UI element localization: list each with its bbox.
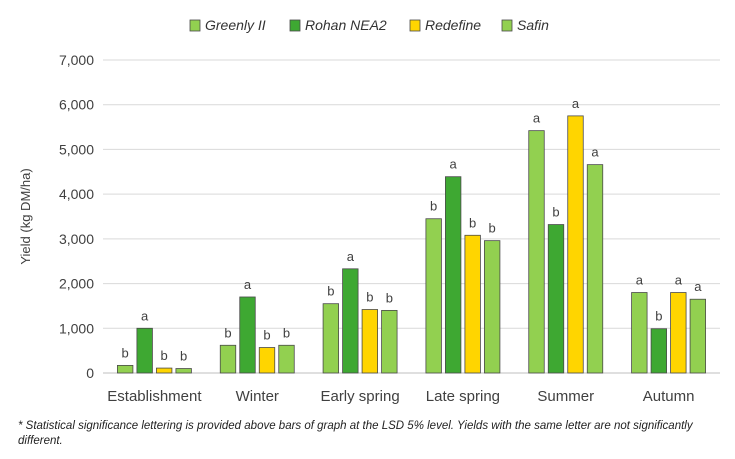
bar-greenly-ii xyxy=(631,292,648,374)
x-tick-label: Late spring xyxy=(426,388,500,405)
bar-safin xyxy=(586,164,604,374)
significance-letter: a xyxy=(244,277,252,292)
significance-letter: a xyxy=(141,308,149,323)
y-tick-label: 3,000 xyxy=(59,231,94,247)
significance-letter: b xyxy=(180,349,187,364)
legend-swatch xyxy=(289,19,301,32)
legend-label: Greenly II xyxy=(205,17,266,33)
bar-rohan-nea2 xyxy=(547,224,565,374)
y-axis-title: Yield (kg DM/ha) xyxy=(18,168,33,264)
bar-safin xyxy=(689,298,706,374)
bar-safin xyxy=(381,309,398,374)
significance-letter: a xyxy=(533,111,541,126)
significance-letter: a xyxy=(675,273,683,288)
significance-letter: b xyxy=(283,325,290,340)
significance-letter: b xyxy=(122,345,129,360)
significance-letter: b xyxy=(655,309,662,324)
significance-letter: a xyxy=(636,273,644,288)
bar-rohan-nea2 xyxy=(136,327,153,374)
y-tick-label: 2,000 xyxy=(59,276,94,292)
significance-letter: b xyxy=(161,348,168,363)
significance-letter: b xyxy=(386,290,393,305)
y-tick-label: 4,000 xyxy=(59,186,94,202)
bar-redefine xyxy=(258,347,276,374)
bar-rohan-nea2 xyxy=(239,296,256,374)
significance-letter: a xyxy=(450,157,458,172)
significance-letter: b xyxy=(263,328,270,343)
bar-safin xyxy=(175,368,192,374)
yield-bar-chart: 0 1,000 2,000 3,000 4,000 5,000 6,000 7,000 Yiel… xyxy=(18,17,720,405)
significance-letter: b xyxy=(224,325,231,340)
bar-redefine xyxy=(567,115,584,374)
significance-letter: a xyxy=(572,96,580,111)
bar-greenly-ii xyxy=(425,218,442,374)
significance-letter: b xyxy=(489,221,496,236)
x-tick-label: Autumn xyxy=(643,388,695,405)
bar-greenly-ii xyxy=(117,364,134,374)
bar-safin xyxy=(278,344,295,374)
bar-rohan-nea2 xyxy=(445,176,462,374)
y-tick-label: 6,000 xyxy=(59,97,94,113)
significance-letter: a xyxy=(694,279,702,294)
x-tick-label: Summer xyxy=(537,388,594,405)
significance-letter: b xyxy=(327,284,334,299)
bar-greenly-ii xyxy=(219,344,237,374)
bar-redefine xyxy=(156,367,173,374)
x-tick-label: Establishment xyxy=(107,388,202,405)
significance-letter: a xyxy=(591,145,599,160)
legend-label: Redefine xyxy=(425,17,481,33)
y-tick-label: 0 xyxy=(86,365,94,381)
significance-letter: b xyxy=(469,215,476,230)
legend-swatch xyxy=(409,19,421,32)
legend-swatch xyxy=(189,19,201,32)
bar-rohan-nea2 xyxy=(650,328,667,374)
bar-rohan-nea2 xyxy=(342,268,359,374)
legend-label: Safin xyxy=(517,17,549,33)
bar-greenly-ii xyxy=(322,303,339,374)
y-tick-label: 7,000 xyxy=(59,52,94,68)
bar-redefine xyxy=(464,234,481,374)
legend-label: Rohan NEA2 xyxy=(305,17,387,33)
significance-letter: b xyxy=(552,205,559,220)
bar-safin xyxy=(484,240,501,374)
significance-letter: b xyxy=(430,199,437,214)
x-tick-label: Early spring xyxy=(320,388,399,405)
significance-letter: a xyxy=(347,249,355,264)
bar-greenly-ii xyxy=(528,130,545,374)
x-tick-label: Winter xyxy=(236,388,279,405)
legend-swatch xyxy=(501,19,513,32)
y-tick-label: 1,000 xyxy=(59,320,94,336)
footnote: * Statistical significance lettering is … xyxy=(18,420,693,447)
y-tick-label: 5,000 xyxy=(59,141,94,157)
bar-redefine xyxy=(361,309,378,374)
significance-letter: b xyxy=(366,290,373,305)
bar-redefine xyxy=(670,292,687,374)
